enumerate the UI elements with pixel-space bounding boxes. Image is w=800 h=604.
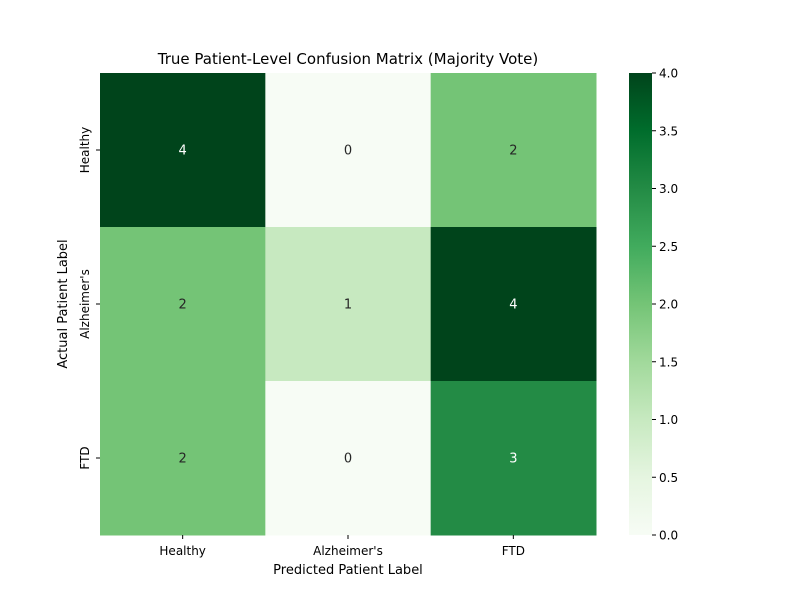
cell-value-label: 2 xyxy=(179,298,187,313)
x-tick-label: FTD xyxy=(502,544,525,558)
cell-value-label: 2 xyxy=(179,452,187,467)
colorbar-tick-label: 3.0 xyxy=(659,182,678,196)
colorbar-tick-label: 1.5 xyxy=(659,355,678,369)
cell-value-label: 4 xyxy=(179,144,187,159)
colorbar-tick-label: 2.0 xyxy=(659,298,678,312)
cell-value-label: 1 xyxy=(344,298,352,313)
heatmap-cell-alzheimer-s-healthy xyxy=(100,227,266,382)
colorbar-tick-label: 1.0 xyxy=(659,413,678,427)
y-axis-label: Actual Patient Label xyxy=(56,239,71,368)
cell-value-label: 2 xyxy=(509,144,517,159)
x-axis-ticks: Healthy Alzheimer's FTD xyxy=(159,535,525,558)
colorbar-tick-label: 0.5 xyxy=(659,471,678,485)
cell-value-label: 0 xyxy=(344,144,352,159)
heatmap-cell-healthy-alzheimer-s xyxy=(265,73,432,228)
colorbar-tick-label: 2.5 xyxy=(659,240,678,254)
x-axis-label: Predicted Patient Label xyxy=(273,563,423,578)
x-tick-label: Alzheimer's xyxy=(313,544,383,558)
chart-title: True Patient-Level Confusion Matrix (Maj… xyxy=(157,50,538,68)
colorbar-tick-label: 0.0 xyxy=(659,529,678,543)
colorbar-tick-label: 4.0 xyxy=(659,67,678,81)
x-tick-label: Healthy xyxy=(159,544,206,558)
colorbar: 0.0 0.5 1.0 1.5 2.0 2.5 3.0 3.5 4.0 xyxy=(629,67,678,543)
cell-value-label: 0 xyxy=(344,452,352,467)
colorbar-tick-label: 3.5 xyxy=(659,124,678,138)
cell-value-label: 4 xyxy=(509,298,517,313)
y-tick-label: Alzheimer's xyxy=(78,269,92,339)
y-axis-ticks: Healthy Alzheimer's FTD xyxy=(78,127,100,470)
heatmap-cell-healthy-ftd xyxy=(430,73,597,228)
heatmap-cell-healthy-healthy xyxy=(100,73,266,228)
heatmap-cell-alzheimer-s-alzheimer-s xyxy=(265,227,432,382)
y-tick-label: FTD xyxy=(78,446,92,469)
cell-annotations: 4 0 2 2 1 4 2 0 3 xyxy=(179,144,518,467)
heatmap-cells xyxy=(100,73,597,536)
heatmap-cell-ftd-alzheimer-s xyxy=(265,381,432,536)
colorbar-ticks: 0.0 0.5 1.0 1.5 2.0 2.5 3.0 3.5 4.0 xyxy=(652,67,678,543)
cell-value-label: 3 xyxy=(509,452,517,467)
heatmap-cell-ftd-ftd xyxy=(430,381,597,536)
heatmap-cell-alzheimer-s-ftd xyxy=(430,227,597,382)
heatmap-cell-ftd-healthy xyxy=(100,381,266,536)
colorbar-gradient xyxy=(629,73,652,535)
y-tick-label: Healthy xyxy=(78,127,92,174)
